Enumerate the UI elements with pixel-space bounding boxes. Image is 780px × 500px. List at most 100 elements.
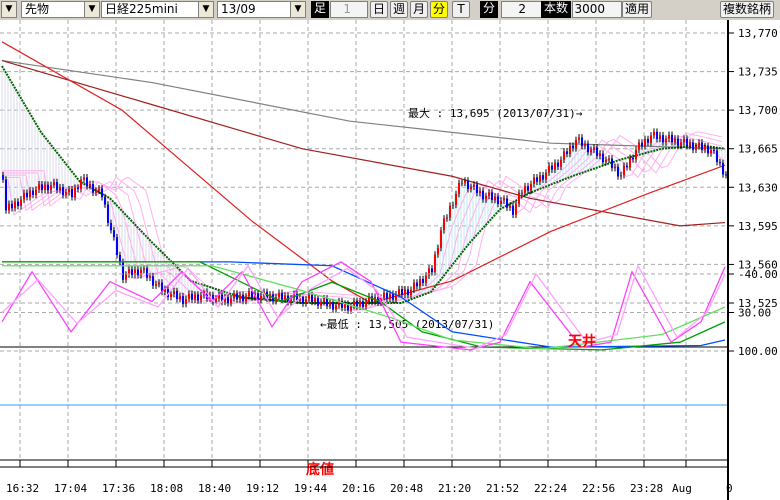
week-button[interactable]: 週 [390, 1, 409, 18]
candle [494, 196, 496, 200]
osc-line-lightpink [1, 264, 726, 349]
candle [572, 145, 574, 149]
count-label: 本数 [541, 1, 572, 18]
time-tick-label: 16:32 [6, 482, 39, 495]
market-select[interactable]: 先物 [21, 1, 85, 18]
candle [257, 293, 259, 301]
candle [233, 293, 235, 299]
candle [134, 269, 136, 275]
candle [443, 218, 445, 231]
candle [503, 198, 505, 201]
candle [452, 204, 454, 206]
candle [557, 162, 559, 167]
minute-button[interactable]: 分 [430, 1, 449, 18]
candle [683, 138, 685, 143]
bar-spinner[interactable]: 1 [330, 1, 368, 18]
candle [401, 289, 403, 295]
candle [473, 184, 475, 187]
candle [86, 177, 88, 187]
candle [365, 301, 367, 307]
candle [590, 149, 592, 153]
candle [719, 162, 721, 164]
candle [704, 146, 706, 150]
high-annotation: 最大 : 13,695 (2013/07/31)→ [408, 106, 583, 120]
candle [26, 192, 28, 198]
symbol-select[interactable]: 日経225mini [101, 1, 199, 18]
apply-button[interactable]: 適用 [622, 1, 653, 18]
candle [695, 146, 697, 150]
symbol-dropdown-icon[interactable]: ▼ [198, 1, 214, 18]
candle [8, 203, 10, 211]
candle [188, 293, 190, 299]
contract-dropdown-icon[interactable]: ▼ [290, 1, 306, 18]
candle [122, 261, 124, 280]
tick-button[interactable]: T [452, 1, 470, 18]
market-dropdown-icon[interactable]: ▼ [84, 1, 100, 18]
candle [359, 301, 361, 307]
candle [329, 302, 331, 306]
candle [350, 306, 352, 311]
candle [701, 142, 703, 150]
candle [98, 188, 100, 191]
candle [716, 150, 718, 163]
candle [308, 295, 310, 300]
candle [230, 298, 232, 304]
osc-line-green [2, 261, 726, 351]
candle [698, 142, 700, 147]
candle [278, 292, 280, 298]
candle [89, 183, 91, 187]
interval-spinner[interactable]: 2 [501, 1, 543, 18]
month-button[interactable]: 月 [410, 1, 429, 18]
candle [581, 137, 583, 147]
bottom-annotation: 底値 [306, 461, 334, 478]
candle [641, 142, 643, 147]
candle [74, 187, 76, 198]
candle [167, 288, 169, 298]
candle [434, 254, 436, 273]
candle [326, 298, 328, 306]
candle [194, 294, 196, 300]
candle [53, 182, 55, 186]
candle [431, 268, 433, 273]
candle [620, 175, 622, 177]
candle [584, 143, 586, 147]
multi-symbol-button[interactable]: 複数銘柄 [720, 1, 775, 18]
chart[interactable]: 13,770 13,735 13,700 13,665 13,630 13,595 13,5… [0, 20, 780, 500]
candle [689, 142, 691, 147]
candle [587, 143, 589, 153]
ma-line-MA-long [1, 59, 726, 150]
candle [419, 279, 421, 287]
candle [137, 269, 139, 276]
candle [314, 298, 316, 302]
candle [356, 300, 358, 307]
price-tick-label: 13,630 [738, 181, 778, 194]
contract-select[interactable]: 13/09 [217, 1, 292, 18]
price-tick-label: 13,595 [738, 220, 778, 233]
candle [407, 289, 409, 296]
candle [437, 247, 439, 255]
candle [185, 298, 187, 305]
candle [41, 184, 43, 191]
candle [497, 196, 499, 204]
candle [569, 145, 571, 154]
candle [512, 205, 514, 215]
price-tick-label: 13,665 [738, 143, 778, 156]
candle [362, 301, 364, 307]
menu-dropdown[interactable]: ▼ [1, 1, 17, 18]
candle [461, 182, 463, 184]
candle [119, 255, 121, 262]
interval-label: 分 [480, 1, 499, 18]
candle [626, 165, 628, 168]
day-button[interactable]: 日 [370, 1, 389, 18]
candle [215, 298, 217, 303]
count-spinner[interactable]: 3000 [572, 1, 622, 18]
candle [440, 230, 442, 248]
candle [644, 139, 646, 147]
candle [47, 184, 49, 191]
time-tick-label: 18:40 [198, 482, 231, 495]
candle [5, 179, 7, 211]
candle [242, 294, 244, 302]
candle [302, 296, 304, 304]
candle [602, 153, 604, 163]
candle [101, 188, 103, 198]
